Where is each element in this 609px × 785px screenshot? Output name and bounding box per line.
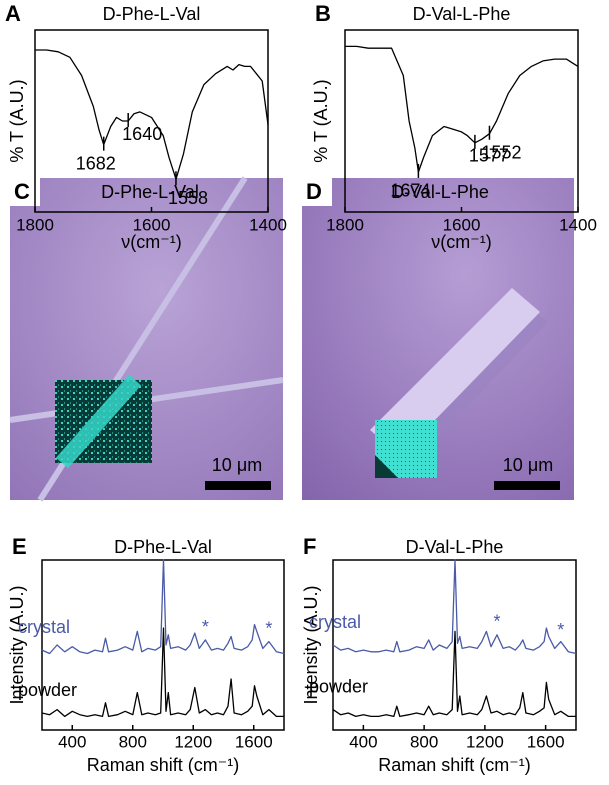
x-tick-label: 800 (119, 732, 147, 751)
y-axis-label: Intensity (A.U.) (301, 585, 321, 704)
panel-letter: A (5, 1, 21, 26)
x-tick-label: 1800 (326, 215, 364, 234)
raman-map-signal (55, 374, 142, 469)
x-tick-label: 1400 (559, 215, 597, 234)
series-label: powder (309, 676, 368, 696)
letter-box (302, 178, 332, 206)
spectrum-line (35, 49, 269, 180)
x-tick-label: 400 (58, 732, 86, 751)
panel-letter: B (315, 1, 331, 26)
x-tick-label: 1200 (174, 732, 212, 751)
spectrum-line (332, 559, 577, 655)
x-tick-label: 1200 (466, 732, 504, 751)
peak-label: 1577 (469, 146, 509, 166)
x-tick-label: 400 (349, 732, 377, 751)
spectrum-line (41, 559, 285, 655)
series-label: crystal (18, 617, 70, 637)
scale-bar (205, 481, 271, 490)
peak-label: 1674 (390, 181, 430, 201)
chart-title: D-Phe-L-Val (114, 537, 212, 557)
peak-label: 1558 (168, 188, 208, 208)
y-axis-label: Intensity (A.U.) (7, 585, 27, 704)
x-tick-label: 1600 (443, 215, 481, 234)
x-tick-label: 1600 (133, 215, 171, 234)
chart-panel: F D-Val-L-Phe Raman shift (cm⁻¹) Intensity … (301, 534, 577, 775)
chart-panel: B D-Val-L-Phe ν(cm⁻¹) % T (A.U.) 1800 1600 140… (311, 1, 597, 252)
panel-letter: E (12, 534, 27, 559)
x-tick-label: 1600 (527, 732, 565, 751)
image-panel-c: C D-Phe-L-Val 10 μm (9, 176, 284, 502)
crystal (370, 288, 540, 456)
chart-panel: E D-Phe-L-Val Raman shift (cm⁻¹) Intensity … (7, 534, 285, 775)
x-axis-label: Raman shift (cm⁻¹) (87, 755, 240, 775)
series-label: crystal (309, 612, 361, 632)
peak-label: 1682 (76, 153, 116, 173)
y-axis-label: % T (A.U.) (7, 79, 27, 162)
panel-letter: F (303, 534, 316, 559)
image-title: D-Val-L-Phe (391, 182, 489, 202)
spectrum-line (41, 627, 284, 718)
image-title: D-Phe-L-Val (101, 182, 199, 202)
x-tick-label: 1400 (249, 215, 287, 234)
spectrum-line (332, 630, 576, 718)
spectrum-line (345, 45, 579, 173)
annotation: * (265, 618, 272, 638)
x-axis-label: Raman shift (cm⁻¹) (378, 755, 531, 775)
series-label: powder (18, 680, 77, 700)
x-axis-label: ν(cm⁻¹) (431, 232, 491, 252)
x-tick-label: 1800 (16, 215, 54, 234)
chart-title: D-Phe-L-Val (103, 4, 201, 24)
scale-bar-label: 10 μm (212, 455, 262, 475)
x-axis-label: ν(cm⁻¹) (121, 232, 181, 252)
chart-title: D-Val-L-Phe (413, 4, 511, 24)
annotation: * (494, 612, 501, 632)
scale-bar (494, 481, 560, 490)
panel-letter: D (306, 179, 322, 204)
x-tick-label: 1600 (235, 732, 273, 751)
x-tick-label: 800 (410, 732, 438, 751)
chart-title: D-Val-L-Phe (406, 537, 504, 557)
y-axis-label: % T (A.U.) (311, 79, 331, 162)
annotation: * (202, 617, 209, 637)
annotation: * (557, 620, 564, 640)
peak-label: 1552 (481, 142, 521, 162)
chart-panel: A D-Phe-L-Val ν(cm⁻¹) % T (A.U.) 1800 1600 140… (5, 1, 287, 252)
peak-label: 1640 (122, 124, 162, 144)
scale-bar-label: 10 μm (503, 455, 553, 475)
image-panel-d: D D-Val-L-Phe 10 μm (302, 178, 574, 500)
panel-letter: C (14, 179, 30, 204)
raman-map-dark (375, 455, 398, 478)
